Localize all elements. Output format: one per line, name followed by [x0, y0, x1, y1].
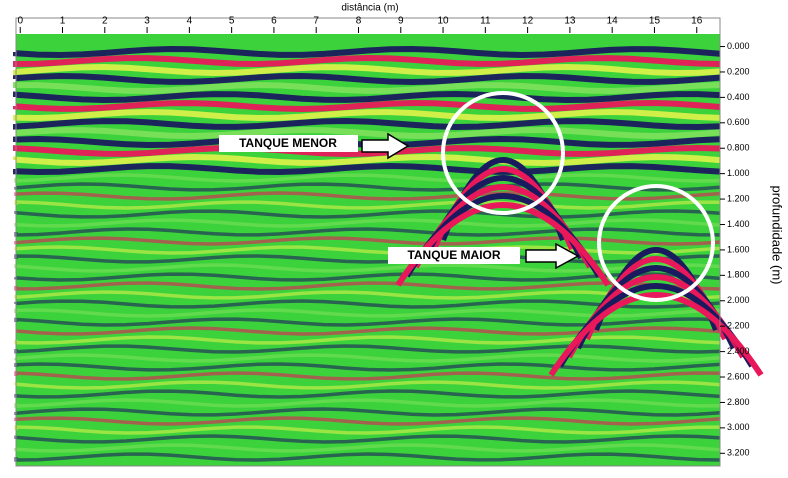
x-tick-label: 14: [607, 16, 619, 27]
y-tick-label: 0.400: [727, 92, 750, 102]
x-tick-label: 11: [480, 16, 491, 27]
y-tick-label: 3.000: [727, 422, 750, 432]
x-tick-label: 13: [564, 16, 576, 27]
y-tick-label: 1.400: [727, 219, 750, 229]
y-tick-label: 3.200: [727, 448, 750, 458]
y-tick-label: 2.000: [727, 295, 750, 305]
y-tick-label: 2.800: [727, 397, 750, 407]
y-tick-label: 0.000: [727, 41, 750, 51]
y-axis-title: profundidade (m): [770, 186, 785, 285]
radargram-view: distância (m) profundidade (m) TANQUE ME…: [0, 0, 788, 478]
y-tick-label: 2.400: [727, 346, 750, 356]
x-tick-label: 0: [17, 16, 23, 27]
y-tick-label: 1.800: [727, 270, 750, 280]
y-tick-label: 2.600: [727, 371, 750, 381]
x-tick-label: 5: [229, 16, 235, 27]
y-tick-label: 2.200: [727, 321, 750, 331]
x-tick-label: 2: [102, 16, 108, 27]
x-tick-label: 4: [187, 16, 193, 27]
x-tick-label: 3: [144, 16, 150, 27]
y-tick-label: 0.800: [727, 143, 750, 153]
y-tick-label: 1.600: [727, 244, 750, 254]
x-tick-label: 6: [271, 16, 277, 27]
x-tick-label: 7: [313, 16, 319, 27]
y-tick-label: 0.200: [727, 66, 750, 76]
y-tick-label: 1.000: [727, 168, 750, 178]
y-tick-label: 0.600: [727, 117, 750, 127]
x-tick-label: 16: [691, 16, 703, 27]
x-tick-label: 10: [437, 16, 449, 27]
x-tick-label: 12: [522, 16, 534, 27]
x-axis-title: distância (m): [341, 3, 398, 14]
x-tick-label: 1: [60, 16, 66, 27]
y-tick-label: 1.200: [727, 193, 750, 203]
annotation: TANQUE MAIOR: [407, 248, 500, 262]
x-tick-label: 15: [649, 16, 661, 27]
x-tick-label: 9: [398, 16, 404, 27]
x-tick-label: 8: [356, 16, 362, 27]
annotation: TANQUE MENOR: [239, 136, 337, 150]
